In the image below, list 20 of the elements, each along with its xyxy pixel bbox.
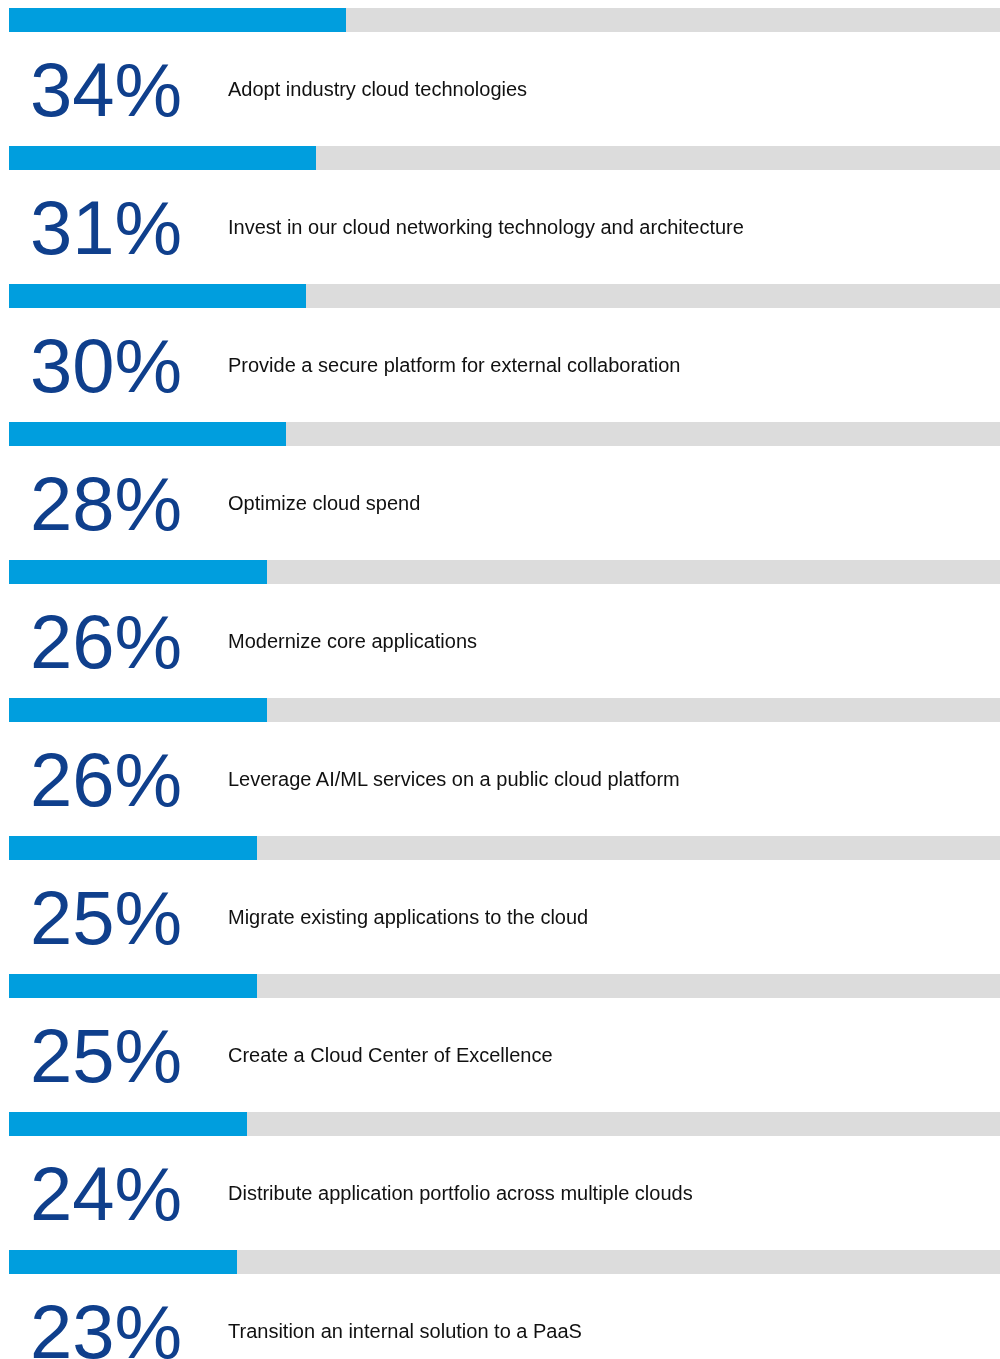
y-tick-label: Distribute application portfolio across multiple clouds — [228, 1182, 693, 1204]
y-tick-label: Leverage AI/ML services on a public cloud platform — [228, 768, 680, 790]
y-tick-label: Provide a secure platform for external collaboration — [228, 354, 681, 376]
data-label: 34% — [30, 47, 183, 132]
y-tick-label: Migrate existing applications to the cloud — [228, 906, 589, 928]
y-tick-label: Create a Cloud Center of Excellence — [228, 1044, 553, 1066]
data-label: 31% — [30, 185, 183, 270]
y-tick-label: Invest in our cloud networking technology and architecture — [228, 216, 744, 238]
data-label: 24% — [30, 1151, 183, 1236]
data-label: 26% — [30, 737, 183, 822]
y-tick-label: Transition an internal solution to a PaaS — [228, 1320, 582, 1342]
data-label: 25% — [30, 875, 183, 960]
data-label: 25% — [30, 1013, 183, 1098]
y-tick-label: Modernize core applications — [228, 630, 478, 652]
data-label: 30% — [30, 323, 183, 408]
data-label: 23% — [30, 1289, 183, 1359]
data-label: 28% — [30, 461, 183, 546]
y-tick-label: Optimize cloud spend — [228, 492, 421, 514]
y-tick-label: Adopt industry cloud technologies — [228, 78, 528, 100]
data-label: 26% — [30, 599, 183, 684]
